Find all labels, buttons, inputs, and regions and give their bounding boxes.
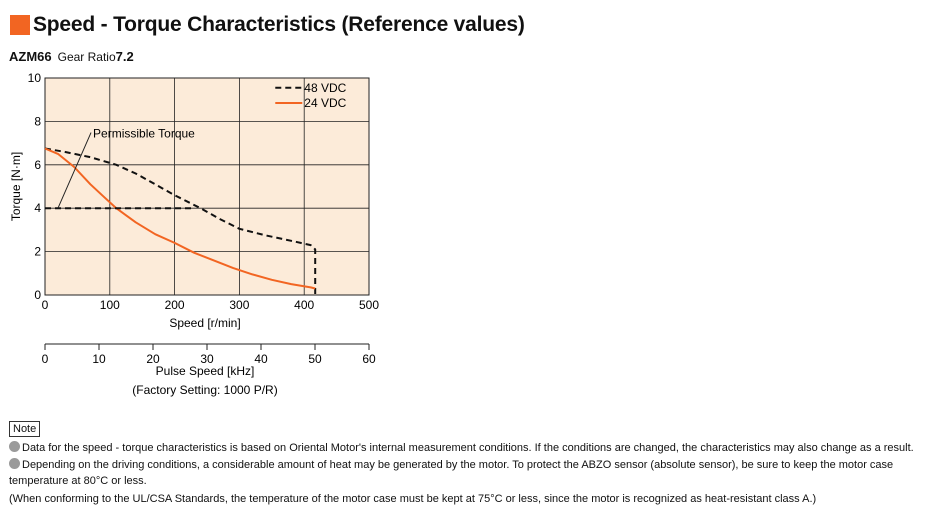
y-tick-label: 10	[28, 71, 42, 85]
gear-ratio-value: 7.2	[115, 49, 134, 64]
model-name: AZM66	[9, 49, 52, 64]
y-tick-label: 2	[34, 245, 41, 259]
x-tick-label: 200	[165, 298, 185, 312]
y-tick-label: 6	[34, 158, 41, 172]
title-marker	[10, 15, 30, 35]
x-tick-label: 300	[229, 298, 249, 312]
x-tick-label: 0	[42, 298, 49, 312]
legend-label: 48 VDC	[304, 81, 346, 95]
note-footnote: (When conforming to the UL/CSA Standards…	[9, 491, 919, 507]
y-axis-label: Torque [N·m]	[9, 152, 23, 221]
note-item-1: Data for the speed - torque characterist…	[9, 440, 919, 456]
x-tick-label: 100	[100, 298, 120, 312]
pulse-axis-label: Pulse Speed [kHz]	[156, 364, 255, 378]
legend-label: 24 VDC	[304, 96, 346, 110]
pulse-tick-label: 30	[200, 352, 214, 366]
note-text-2: Depending on the driving conditions, a c…	[9, 459, 894, 487]
footnote-text: (When conforming to the UL/CSA Standards…	[9, 493, 817, 505]
pulse-tick-label: 10	[92, 352, 106, 366]
pulse-tick-label: 60	[362, 352, 376, 366]
annotation-leader-line	[57, 132, 92, 209]
series-line-48-vdc	[44, 147, 317, 295]
y-tick-label: 8	[34, 114, 41, 128]
bullet-icon	[9, 441, 20, 452]
y-tick-label: 4	[34, 201, 41, 215]
pulse-tick-label: 50	[308, 352, 322, 366]
pulse-tick-label: 40	[254, 352, 268, 366]
x-tick-label: 500	[359, 298, 379, 312]
gear-ratio-label: Gear Ratio	[57, 50, 116, 64]
bullet-icon	[9, 458, 20, 469]
y-tick-label: 0	[34, 288, 41, 302]
plot-frame	[44, 77, 370, 296]
page-title: Speed - Torque Characteristics (Referenc…	[10, 12, 525, 38]
annotation-permissible-torque: Permissible Torque	[93, 127, 195, 141]
x-axis-label: Speed [r/min]	[169, 316, 240, 330]
pulse-axis-sublabel: (Factory Setting: 1000 P/R)	[132, 383, 277, 397]
pulse-tick-label: 20	[146, 352, 160, 366]
title-text: Speed - Torque Characteristics (Referenc…	[33, 13, 525, 36]
note-label: Note	[9, 421, 41, 437]
note-text-1: Data for the speed - torque characterist…	[22, 442, 914, 454]
model-info: AZM66 Gear Ratio7.2	[9, 49, 134, 64]
note-item-2: Depending on the driving conditions, a c…	[9, 457, 919, 489]
pulse-tick-label: 0	[42, 352, 49, 366]
series-line-24-vdc	[44, 147, 316, 290]
x-tick-label: 400	[294, 298, 314, 312]
